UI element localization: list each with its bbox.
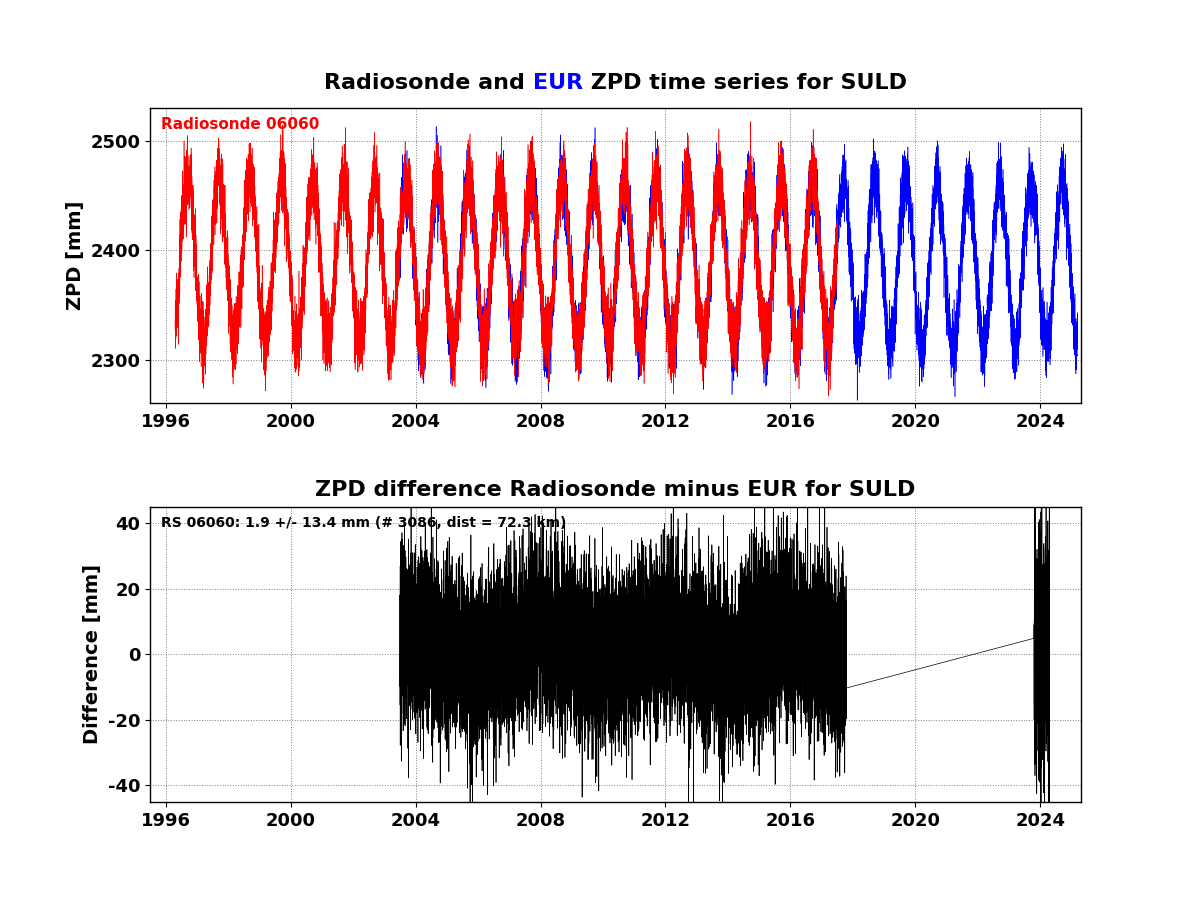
Title: ZPD difference Radiosonde minus EUR for SULD: ZPD difference Radiosonde minus EUR for …: [316, 479, 915, 499]
Text: Radiosonde 06060: Radiosonde 06060: [161, 117, 319, 132]
Text: EUR: EUR: [533, 73, 582, 93]
Y-axis label: Difference [mm]: Difference [mm]: [83, 564, 102, 744]
Text: RS 06060: 1.9 +/- 13.4 mm (# 3086, dist = 72.3 km): RS 06060: 1.9 +/- 13.4 mm (# 3086, dist …: [161, 515, 567, 530]
Y-axis label: ZPD [mm]: ZPD [mm]: [66, 201, 85, 311]
Text: Radiosonde and: Radiosonde and: [324, 73, 533, 93]
Text: ZPD time series for SULD: ZPD time series for SULD: [582, 73, 907, 93]
